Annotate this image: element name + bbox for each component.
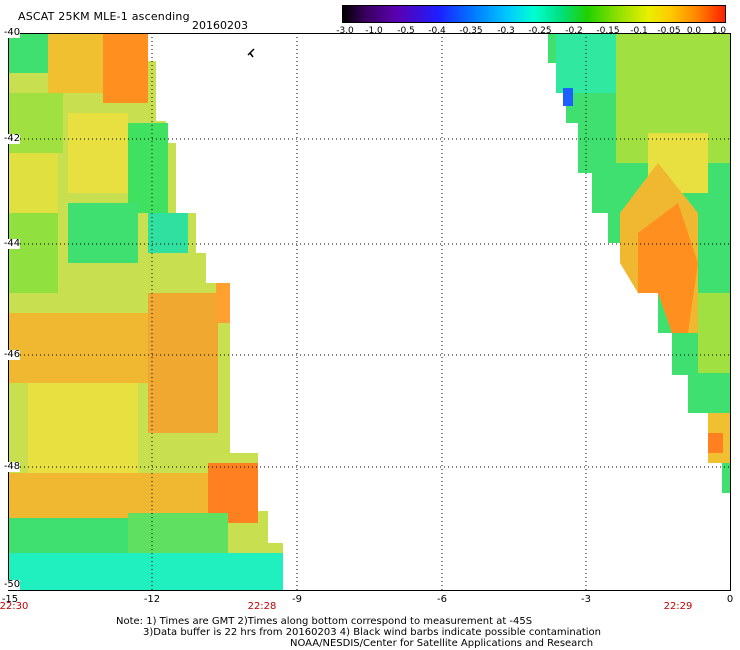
- time-mid: 22:28: [247, 601, 277, 612]
- x-tick-label: -12: [143, 594, 161, 605]
- wind-barb-mark: [247, 48, 255, 58]
- swath-map: [8, 33, 731, 591]
- note-line-2: 3)Data buffer is 22 hrs from 20160203 4)…: [143, 627, 601, 638]
- color-scale-label: -0.1: [630, 26, 648, 36]
- color-scale-label: -0.05: [657, 26, 681, 36]
- map-plot: [8, 33, 731, 591]
- chart-title: ASCAT 25KM MLE-1 ascending: [18, 10, 190, 23]
- x-tick-label: 0: [726, 594, 734, 605]
- time-left: 22:30: [0, 601, 29, 612]
- chart-date: 20160203: [192, 19, 248, 32]
- color-scale-label: -0.2: [565, 26, 583, 36]
- x-tick-label: -9: [292, 594, 302, 605]
- y-tick-label: -42: [3, 133, 21, 144]
- y-tick-label: -44: [3, 238, 21, 249]
- color-scale-label: -0.3: [497, 26, 515, 36]
- color-scale-label: -0.35: [459, 26, 483, 36]
- color-scale-label: -3.0: [336, 26, 354, 36]
- x-tick-label: -15: [1, 594, 19, 605]
- x-tick-label: -6: [437, 594, 447, 605]
- left-swath: [8, 33, 283, 591]
- note-line-1: Note: 1) Times are GMT 2)Times along bot…: [116, 616, 533, 627]
- color-scale-label: -0.4: [428, 26, 446, 36]
- color-scale-label: 0.0: [686, 26, 702, 36]
- y-tick-label: -48: [3, 461, 21, 472]
- right-swath: [548, 33, 731, 493]
- color-scale-label: -0.5: [397, 26, 415, 36]
- color-scale-bar: [342, 5, 726, 23]
- color-scale-label: 1.0: [711, 26, 727, 36]
- x-tick-label: -3: [581, 594, 591, 605]
- color-scale-label: -1.0: [365, 26, 383, 36]
- color-scale-label: -0.15: [596, 26, 620, 36]
- graticule: [8, 33, 731, 591]
- note-line-3: NOAA/NESDIS/Center for Satellite Applica…: [290, 638, 594, 649]
- plot-frame: [8, 33, 731, 591]
- color-scale-label: -0.25: [528, 26, 552, 36]
- y-tick-label: -46: [3, 349, 21, 360]
- time-right: 22:29: [663, 601, 693, 612]
- y-tick-label: -50: [3, 579, 21, 590]
- y-tick-label: -40: [3, 27, 21, 38]
